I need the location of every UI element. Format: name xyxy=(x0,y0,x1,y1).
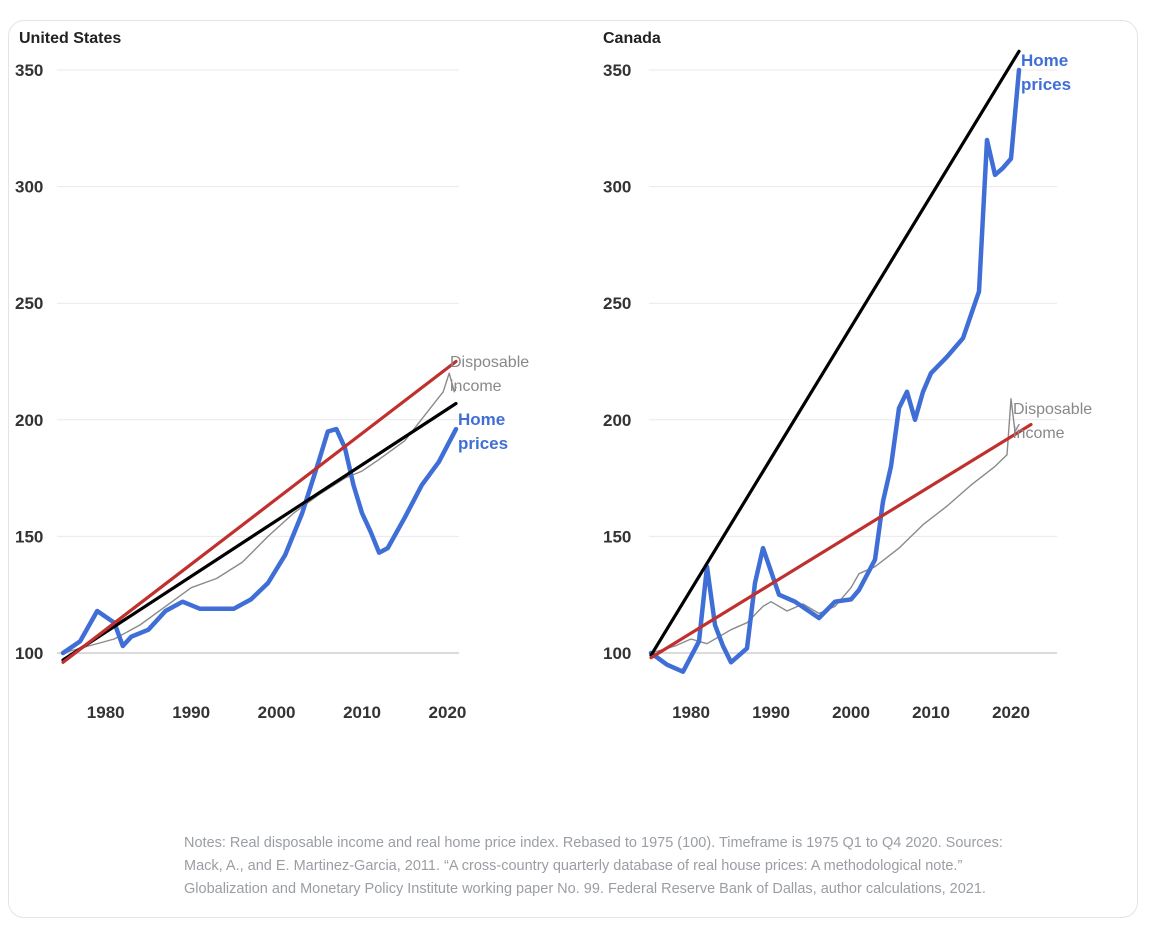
united-states-title: United States xyxy=(19,30,121,47)
canada-title: Canada xyxy=(603,30,661,47)
canada-x-tick-2000: 2000 xyxy=(832,703,870,722)
canada-x-tick-2020: 2020 xyxy=(992,703,1030,722)
united-states-panel: United States 100 150 200 250 300 350 1980 1990 2… xyxy=(15,30,529,722)
united-states-x-tick-2000: 2000 xyxy=(258,703,296,722)
canada-label-line-0: Disposable xyxy=(1013,401,1092,418)
canada-panel: Canada 100 150 200 250 300 350 1980 1990 2000 2010… xyxy=(603,30,1092,722)
canada-line-home-prices xyxy=(648,67,1022,674)
chart-card: United States 100 150 200 250 300 350 1980 1990 2… xyxy=(8,20,1138,918)
canada-line-disposable-income xyxy=(650,398,1020,654)
united-states-x-tick-2010: 2010 xyxy=(343,703,381,722)
canada-x-tick-2010: 2010 xyxy=(912,703,950,722)
canada-label-line-1: prices xyxy=(1021,75,1071,94)
united-states-line-home-prices xyxy=(60,426,459,656)
chart-figure: United States 100 150 200 250 300 350 1980 1990 2… xyxy=(15,30,1092,722)
chart-notes: Notes: Real disposable income and real h… xyxy=(184,835,1003,897)
united-states-line-home-prices-trend xyxy=(61,401,458,662)
united-states-y-tick-300: 300 xyxy=(15,178,43,197)
canada-y-tick-100: 100 xyxy=(603,644,631,663)
united-states-y-tick-200: 200 xyxy=(15,411,43,430)
canada-line-home-prices-trend xyxy=(649,49,1021,657)
united-states-x-tick-1980: 1980 xyxy=(87,703,125,722)
united-states-y-tick-250: 250 xyxy=(15,294,43,313)
canada-y-tick-300: 300 xyxy=(603,178,631,197)
united-states-label-disposable-income: Disposable income xyxy=(450,354,529,395)
united-states-label-home-prices: Home prices xyxy=(458,410,508,453)
united-states-x-tick-1990: 1990 xyxy=(172,703,210,722)
canada-y-tick-200: 200 xyxy=(603,411,631,430)
canada-y-tick-250: 250 xyxy=(603,294,631,313)
canada-line-disposable-income-trend xyxy=(649,422,1033,660)
united-states-label-line-0: Disposable xyxy=(450,354,529,371)
united-states-label-line-1: income xyxy=(450,378,502,395)
canada-y-tick-350: 350 xyxy=(603,61,631,80)
united-states-label-line-1: prices xyxy=(458,434,508,453)
united-states-y-tick-350: 350 xyxy=(15,61,43,80)
canada-y-tick-150: 150 xyxy=(603,527,631,546)
united-states-label-line-0: Home xyxy=(458,410,505,429)
canada-label-line-1: income xyxy=(1013,425,1065,442)
canada-x-tick-1990: 1990 xyxy=(752,703,790,722)
united-states-x-tick-2020: 2020 xyxy=(429,703,467,722)
canada-label-disposable-income: Disposable income xyxy=(1013,401,1092,442)
canada-label-line-0: Home xyxy=(1021,51,1068,70)
canada-x-tick-1980: 1980 xyxy=(672,703,710,722)
united-states-line-disposable-income-trend xyxy=(61,359,458,664)
united-states-y-tick-150: 150 xyxy=(15,527,43,546)
canada-label-home-prices: Home prices xyxy=(1021,51,1071,94)
united-states-y-tick-100: 100 xyxy=(15,644,43,663)
